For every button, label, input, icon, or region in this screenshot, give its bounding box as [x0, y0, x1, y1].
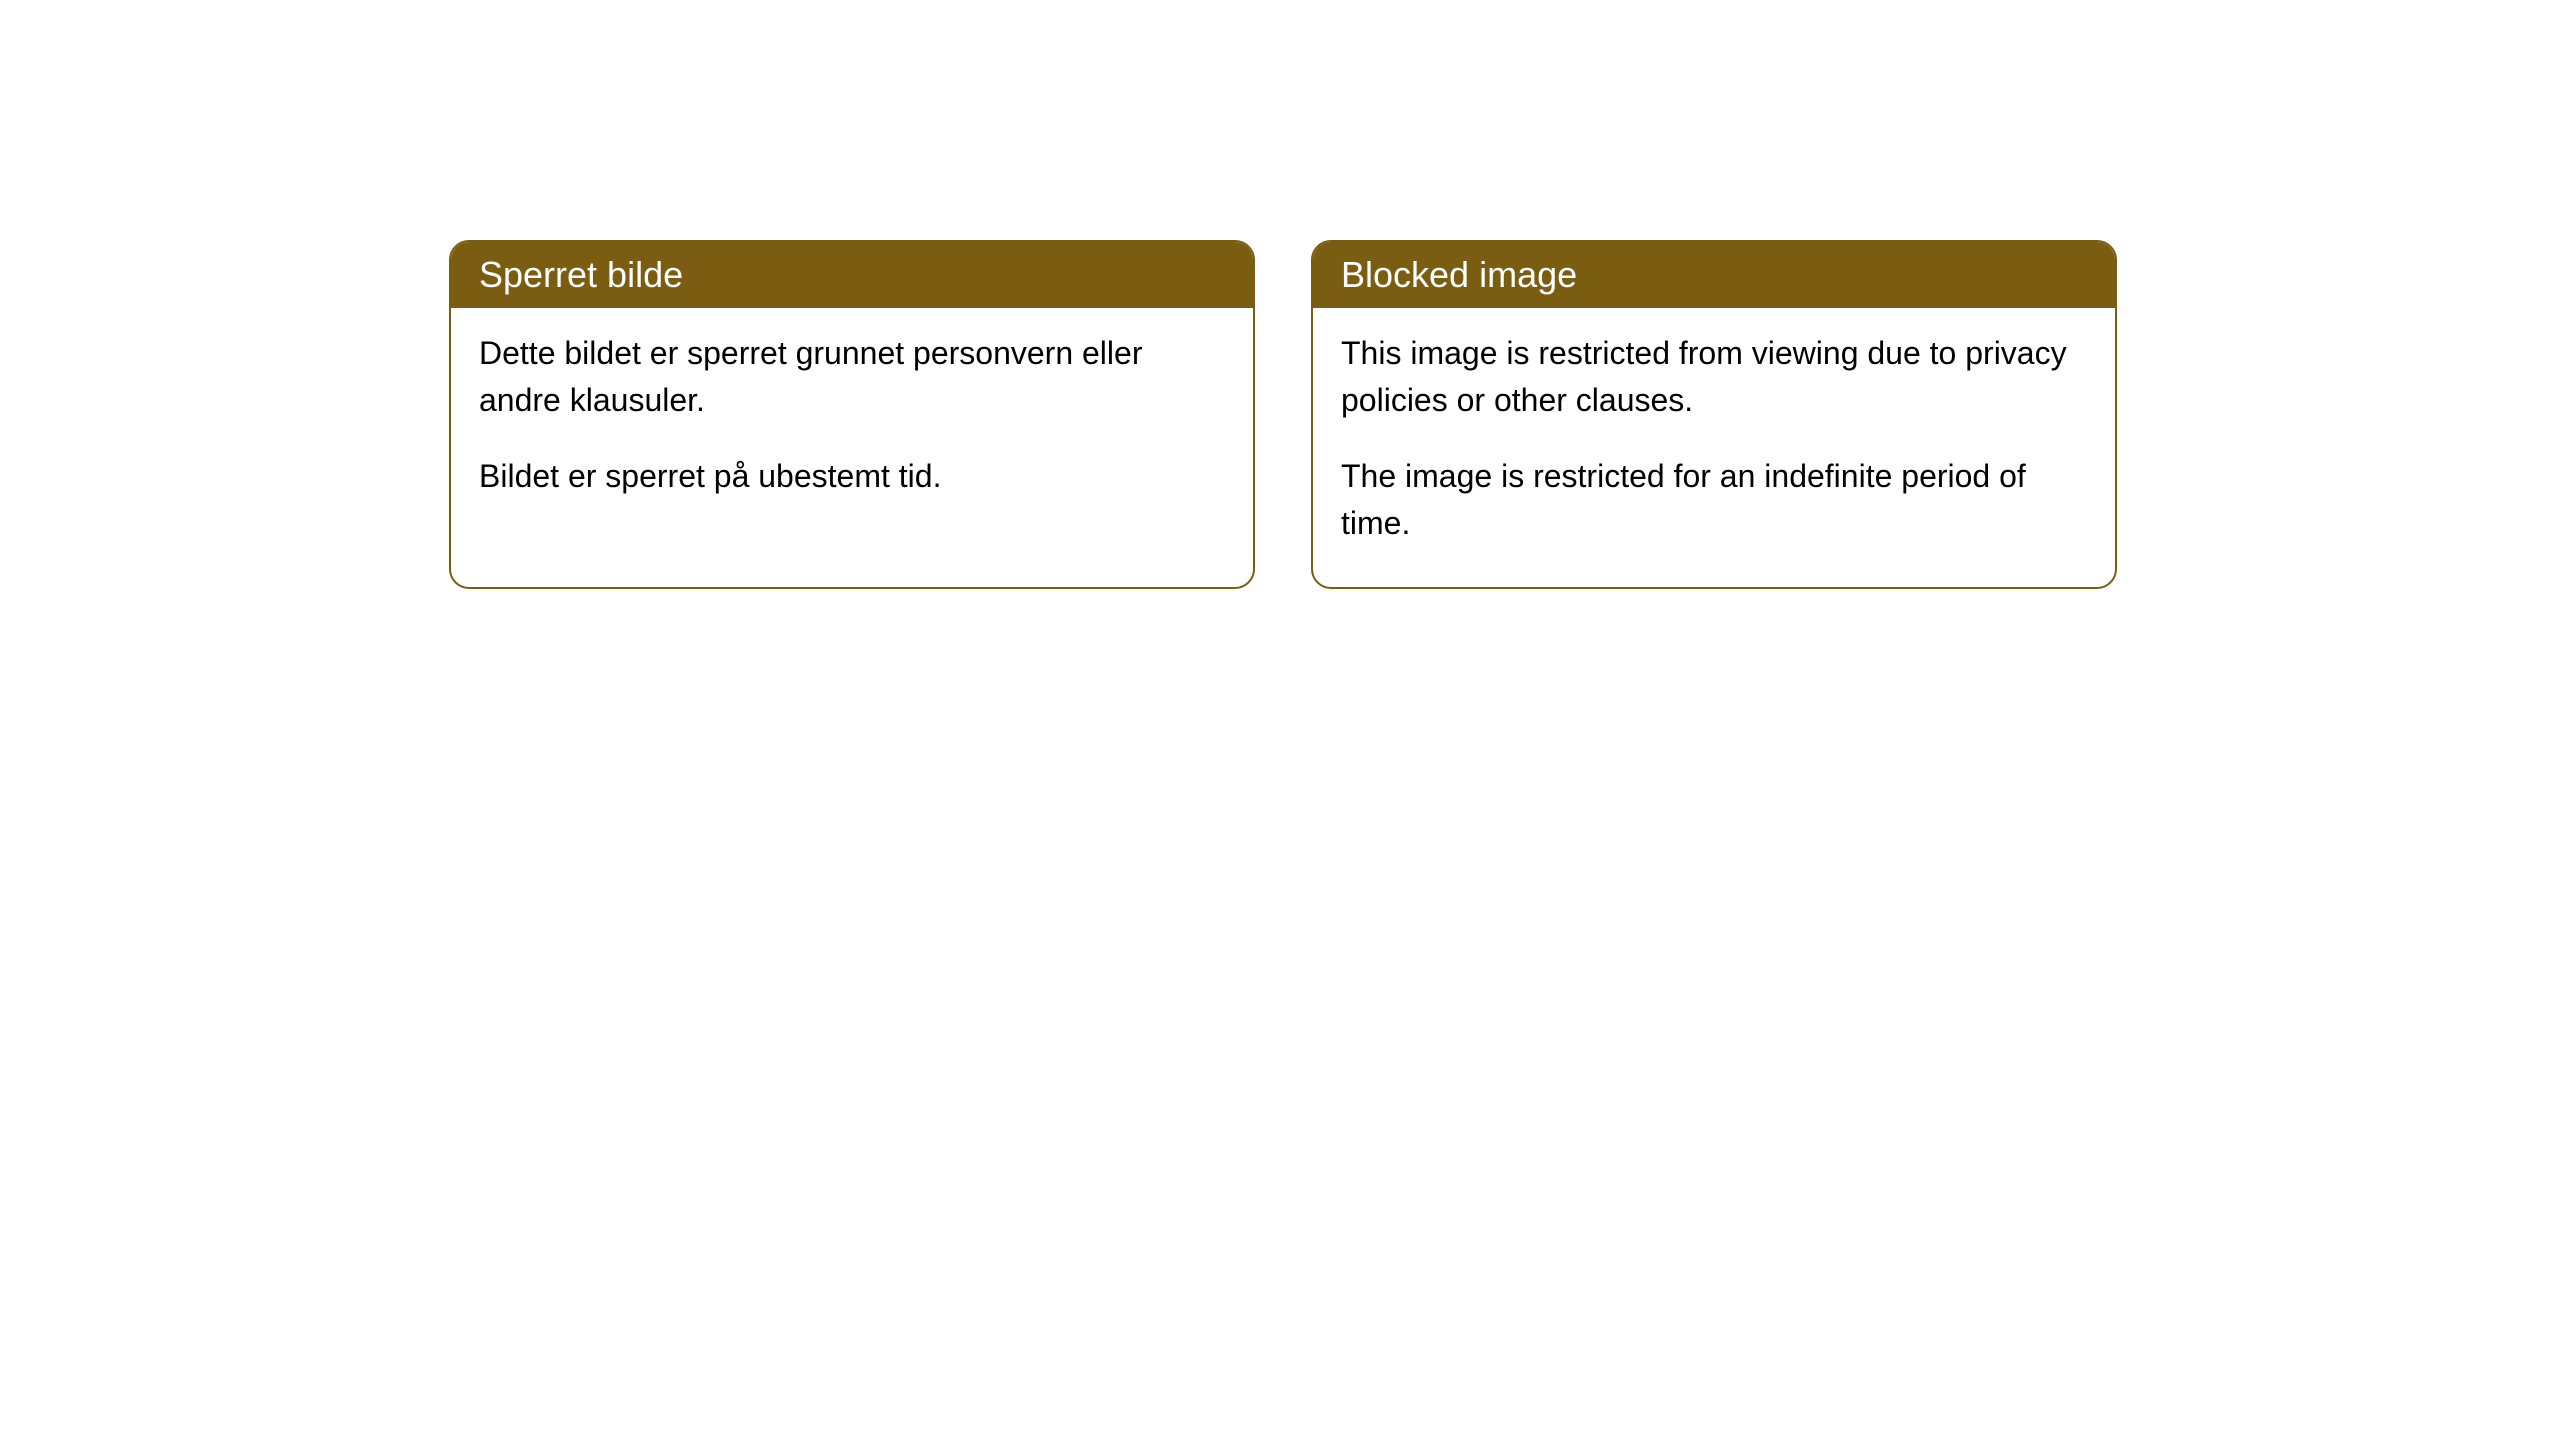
notice-cards-container: Sperret bilde Dette bildet er sperret gr… — [0, 0, 2560, 589]
card-paragraph-2-no: Bildet er sperret på ubestemt tid. — [479, 453, 1225, 500]
card-paragraph-1-no: Dette bildet er sperret grunnet personve… — [479, 330, 1225, 425]
card-paragraph-1-en: This image is restricted from viewing du… — [1341, 330, 2087, 425]
card-header-en: Blocked image — [1313, 242, 2115, 308]
card-paragraph-2-en: The image is restricted for an indefinit… — [1341, 453, 2087, 548]
card-title-no: Sperret bilde — [479, 254, 683, 295]
card-body-no: Dette bildet er sperret grunnet personve… — [451, 308, 1253, 540]
blocked-image-card-en: Blocked image This image is restricted f… — [1311, 240, 2117, 589]
card-header-no: Sperret bilde — [451, 242, 1253, 308]
blocked-image-card-no: Sperret bilde Dette bildet er sperret gr… — [449, 240, 1255, 589]
card-body-en: This image is restricted from viewing du… — [1313, 308, 2115, 587]
card-title-en: Blocked image — [1341, 254, 1577, 295]
